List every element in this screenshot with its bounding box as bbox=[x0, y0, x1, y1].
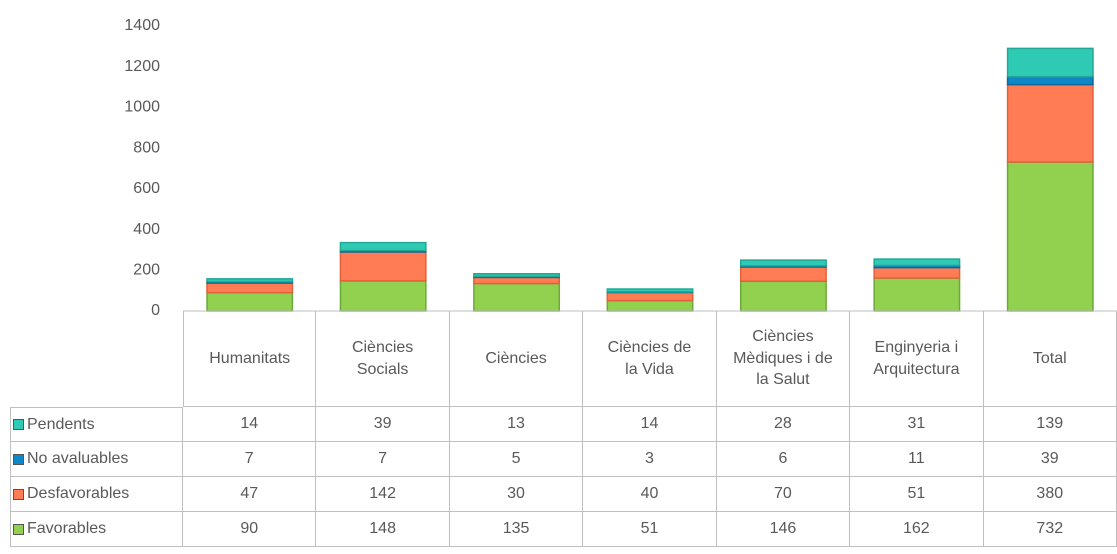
y-tick-label: 200 bbox=[133, 262, 160, 279]
table-value: 90 bbox=[183, 512, 317, 547]
legend-cell: Favorables bbox=[10, 512, 183, 547]
category-label: Humanitats bbox=[209, 349, 291, 367]
bar-segment bbox=[206, 291, 294, 312]
table-value: 14 bbox=[183, 407, 317, 442]
y-tick-label: 1400 bbox=[124, 17, 160, 34]
table-value: 3 bbox=[583, 442, 717, 477]
category-label: Ciències bbox=[485, 349, 547, 367]
table-value: 51 bbox=[850, 477, 984, 512]
bar-segment bbox=[873, 277, 961, 312]
table-value: 148 bbox=[316, 512, 450, 547]
legend-cell: Pendents bbox=[10, 407, 183, 442]
table-value: 142 bbox=[316, 477, 450, 512]
table-value: 380 bbox=[983, 477, 1117, 512]
y-tick-label: 400 bbox=[133, 221, 160, 238]
table-value: 40 bbox=[583, 477, 717, 512]
legend-key bbox=[13, 453, 24, 465]
category-label: Ciències de la Vida bbox=[607, 338, 692, 378]
bar-segment bbox=[606, 299, 694, 312]
bar-segment bbox=[1006, 47, 1094, 78]
table-value: 139 bbox=[983, 407, 1117, 442]
table-value: 39 bbox=[983, 442, 1117, 477]
legend-label: Desfavorables bbox=[27, 485, 130, 503]
legend-cell: No avaluables bbox=[10, 442, 183, 477]
category-header: Enginyeria i Arquitectura bbox=[850, 311, 984, 407]
category-label: Ciències Socials bbox=[351, 338, 414, 378]
bar-segment bbox=[873, 258, 961, 267]
table-value: 7 bbox=[183, 442, 317, 477]
legend-key bbox=[13, 523, 24, 535]
table-value: 5 bbox=[449, 442, 584, 477]
legend-label: Pendents bbox=[27, 415, 95, 433]
table-value: 30 bbox=[449, 477, 584, 512]
bar-segment bbox=[1006, 161, 1094, 312]
bar-segment bbox=[473, 276, 561, 285]
bar-segment bbox=[739, 259, 827, 267]
y-tick-label: 600 bbox=[133, 180, 160, 197]
table-value: 135 bbox=[449, 512, 584, 547]
table-value: 6 bbox=[716, 442, 851, 477]
table-value: 7 bbox=[316, 442, 450, 477]
bar-segment bbox=[606, 288, 694, 293]
bar-segment bbox=[739, 266, 827, 283]
table-value: 11 bbox=[850, 442, 984, 477]
y-tick-label: 1200 bbox=[124, 58, 160, 75]
category-header: Ciències Socials bbox=[316, 311, 450, 407]
table-value: 14 bbox=[583, 407, 717, 442]
bar-segment bbox=[206, 282, 294, 294]
bar-segment bbox=[1006, 83, 1094, 163]
table-value: 31 bbox=[850, 407, 984, 442]
legend-label: Favorables bbox=[27, 520, 107, 538]
table-value: 162 bbox=[850, 512, 984, 547]
table-value: 146 bbox=[716, 512, 851, 547]
bar-segment bbox=[339, 280, 427, 312]
bar-segment bbox=[339, 251, 427, 282]
table-value: 47 bbox=[183, 477, 317, 512]
y-tick-label: 0 bbox=[151, 302, 160, 319]
legend-cell: Desfavorables bbox=[10, 477, 183, 512]
y-tick-label: 1000 bbox=[124, 99, 160, 116]
bar-segment bbox=[1006, 75, 1094, 86]
table-value: 51 bbox=[583, 512, 717, 547]
y-tick-label: 800 bbox=[133, 139, 160, 156]
bar-segment bbox=[606, 291, 694, 302]
category-label: Enginyeria i Arquitectura bbox=[873, 338, 960, 378]
category-header: Ciències Mèdiques i de la Salut bbox=[716, 311, 851, 407]
category-header: Total bbox=[983, 311, 1117, 407]
legend-key bbox=[13, 488, 24, 500]
bar-segment bbox=[339, 241, 427, 252]
table-value: 28 bbox=[716, 407, 851, 442]
table-value: 70 bbox=[716, 477, 851, 512]
bar-segment bbox=[473, 282, 561, 312]
bar-segment bbox=[739, 280, 827, 312]
category-label: Ciències Mèdiques i de la Salut bbox=[733, 328, 833, 389]
category-header: Ciències de la Vida bbox=[583, 311, 717, 407]
category-header: Humanitats bbox=[183, 311, 317, 407]
table-value: 39 bbox=[316, 407, 450, 442]
legend-key bbox=[13, 419, 24, 430]
table-value: 732 bbox=[983, 512, 1117, 547]
bar-segment bbox=[473, 272, 561, 278]
bar-segment bbox=[206, 278, 294, 283]
legend-label: No avaluables bbox=[27, 450, 129, 468]
bar-segment bbox=[873, 266, 961, 279]
table-value: 13 bbox=[449, 407, 584, 442]
category-header: Ciències bbox=[449, 311, 584, 407]
category-label: Total bbox=[1032, 349, 1067, 367]
